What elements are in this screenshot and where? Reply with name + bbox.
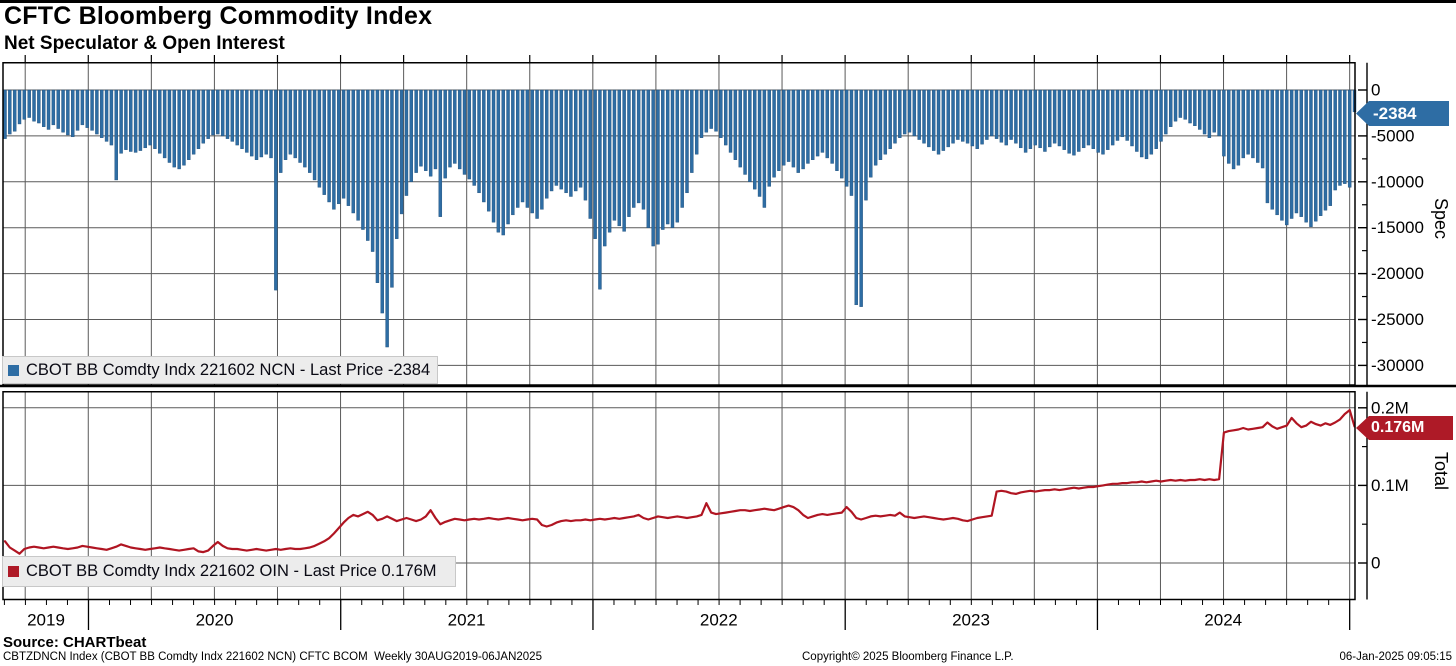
- source-line: Source: CHARTbeat: [3, 634, 147, 651]
- svg-text:2024: 2024: [1204, 611, 1242, 630]
- total-last-price-badge: 0.176M: [1356, 416, 1453, 440]
- svg-text:2021: 2021: [448, 611, 486, 630]
- spec-last-price-badge: -2384: [1356, 101, 1449, 126]
- svg-text:-30000: -30000: [1371, 356, 1424, 375]
- svg-text:0: 0: [1371, 554, 1380, 573]
- svg-text:2019: 2019: [27, 611, 65, 630]
- x-axis: 2019 2020 2021 2022 2023 2024: [3, 600, 1351, 630]
- footer-copyright: Copyright© 2025 Bloomberg Finance L.P.: [802, 651, 1014, 663]
- svg-text:-20000: -20000: [1371, 264, 1424, 283]
- footer-timestamp: 06-Jan-2025 09:05:15: [1339, 651, 1452, 663]
- svg-text:2022: 2022: [700, 611, 738, 630]
- svg-text:0: 0: [1371, 81, 1380, 100]
- footer-ticker-note: CBTZDNCN Index (CBOT BB Comdty Indx 2216…: [3, 651, 542, 663]
- svg-text:2023: 2023: [952, 611, 990, 630]
- chart-subtitle: Net Speculator & Open Interest: [4, 33, 285, 54]
- svg-text:0.2M: 0.2M: [1371, 398, 1409, 417]
- svg-text:-5000: -5000: [1371, 126, 1414, 145]
- spec-legend-swatch-icon: [8, 364, 19, 376]
- total-axis-title: Total: [1431, 452, 1451, 491]
- svg-text:-15000: -15000: [1371, 218, 1424, 237]
- svg-text:-25000: -25000: [1371, 310, 1424, 329]
- svg-text:0.1M: 0.1M: [1371, 476, 1409, 495]
- total-line-chart[interactable]: 0.2M 0.1M 0: [0, 391, 1456, 601]
- total-legend-swatch-icon: [8, 566, 19, 577]
- spec-bar-chart[interactable]: 0 -5000 -10000 -15000 -20000 -25000 -30000: [0, 62, 1456, 388]
- top-quarter-ticks: [24, 55, 1351, 62]
- chart-title: CFTC Bloomberg Commodity Index: [4, 2, 433, 30]
- total-legend[interactable]: CBOT BB Comdty Indx 221602 OIN - Last Pr…: [2, 556, 456, 587]
- spec-legend-label: CBOT BB Comdty Indx 221602 NCN - Last Pr…: [26, 360, 431, 379]
- spec-axis-title: Spec: [1431, 198, 1451, 240]
- window-top-strip: [0, 0, 1456, 3]
- svg-text:-10000: -10000: [1371, 172, 1424, 191]
- svg-text:2020: 2020: [196, 611, 234, 630]
- total-legend-label: CBOT BB Comdty Indx 221602 OIN - Last Pr…: [26, 562, 437, 580]
- spec-legend[interactable]: CBOT BB Comdty Indx 221602 NCN - Last Pr…: [2, 356, 438, 384]
